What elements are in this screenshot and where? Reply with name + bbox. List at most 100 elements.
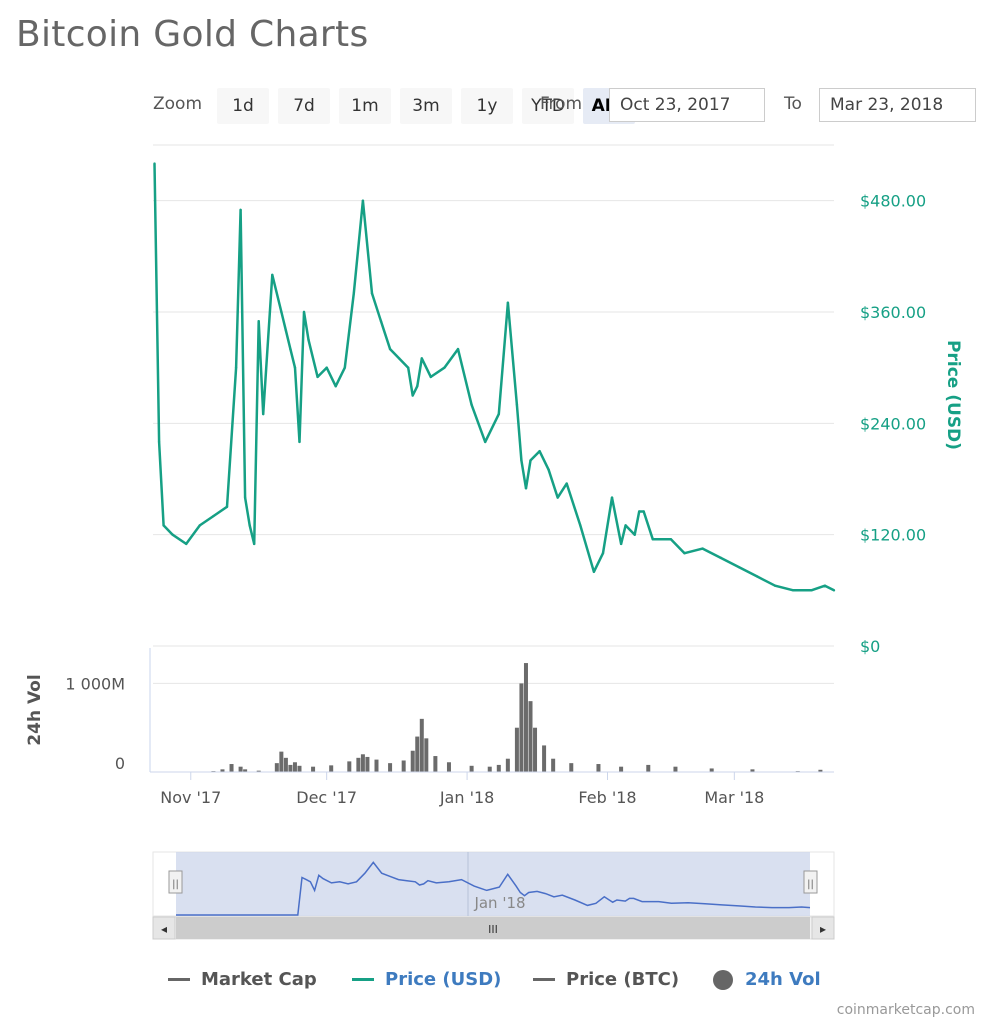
zoom-label: Zoom (153, 94, 203, 114)
price-point (406, 366, 410, 369)
volume-bar (365, 756, 370, 772)
scrollbar-thumb[interactable] (176, 917, 810, 939)
volume-bar (551, 758, 556, 772)
volume-bar (243, 769, 248, 772)
legend-line-icon (168, 978, 190, 981)
price-point (823, 584, 827, 587)
price-point (271, 273, 274, 277)
legend-label: 24h Vol (745, 969, 821, 990)
price-point (610, 496, 614, 499)
price-point (234, 366, 238, 369)
volume-bar (673, 766, 678, 772)
zoom-button-1y[interactable]: 1y (461, 88, 513, 124)
volume-bar (410, 750, 415, 772)
navigator-left-handle[interactable]: || (168, 870, 183, 894)
price-point (810, 589, 813, 592)
price-point (284, 329, 288, 332)
legend-dot-icon (713, 970, 733, 990)
zoom-button-ytd[interactable]: YTD (522, 88, 574, 124)
x-axis-ticks: Nov '17 Dec '17 Jan '18 Feb '18 Mar '18 (160, 772, 764, 807)
scroll-right-button[interactable] (811, 916, 835, 940)
zoom-button-7d[interactable]: 7d (278, 88, 330, 124)
volume-bar (419, 718, 424, 772)
price-point (470, 403, 473, 406)
volume-bar (374, 759, 379, 772)
scrollbar-grip: III (488, 923, 498, 936)
price-point (520, 459, 523, 462)
price-axis-title: Price (USD) (943, 340, 963, 450)
price-point (683, 552, 686, 555)
price-point (334, 385, 337, 388)
volume-bar (528, 701, 533, 772)
volume-bar (433, 756, 438, 772)
volume-bar (569, 763, 574, 772)
credit-link[interactable]: coinmarketcap.com (836, 1002, 975, 1018)
zoom-button-1d[interactable]: 1d (217, 88, 269, 124)
volume-axis-title: 24h Vol (25, 674, 45, 745)
volume-bar (311, 766, 316, 772)
price-point (257, 320, 260, 323)
price-point (633, 533, 636, 536)
scroll-left-arrow-icon: ◂ (161, 922, 167, 936)
price-usd-series-line (153, 163, 835, 592)
right-handle-grip: || (807, 879, 814, 890)
scroll-left-button[interactable] (152, 916, 176, 940)
price-point (243, 496, 247, 499)
volume-bar (279, 751, 284, 772)
volume-bar (709, 768, 714, 772)
price-point (832, 589, 836, 592)
price-point (429, 375, 433, 379)
zoom-button-3m[interactable]: 3m (400, 88, 452, 124)
price-point (397, 357, 401, 360)
volume-bar (523, 663, 528, 772)
volume-bar (533, 727, 538, 772)
price-volume-chart: $0 $120.00 $240.00 $360.00 $480.00 Price (US… (25, 144, 963, 940)
to-date-input[interactable] (819, 88, 976, 122)
volume-bar (256, 770, 261, 772)
price-point (538, 449, 541, 453)
volume-bar (596, 764, 601, 772)
price-point (456, 347, 460, 351)
volume-bar (229, 764, 234, 772)
volume-bar (356, 757, 361, 772)
from-date-input[interactable] (609, 88, 765, 122)
navigator-right-handle[interactable]: || (803, 870, 818, 894)
price-point (651, 538, 655, 541)
price-tick-label: $480.00 (860, 192, 926, 211)
price-point (601, 552, 605, 555)
price-point (289, 347, 292, 351)
volume-bar (469, 765, 474, 772)
price-point (157, 440, 161, 444)
navigator-selection[interactable] (176, 852, 810, 916)
price-point (529, 459, 532, 462)
volume-bar (297, 765, 302, 772)
price-point (198, 524, 202, 527)
price-point (619, 542, 623, 546)
volume-bar (292, 762, 297, 772)
price-point (592, 570, 596, 573)
price-point (248, 524, 251, 527)
volume-bar (360, 754, 365, 772)
price-point (524, 487, 528, 490)
price-point (556, 496, 559, 499)
price-point (307, 338, 310, 342)
price-point (624, 524, 627, 527)
price-point (669, 538, 673, 541)
price-point (239, 208, 242, 212)
zoom-button-1m[interactable]: 1m (339, 88, 391, 124)
price-point (755, 575, 759, 578)
price-point (171, 533, 174, 536)
navigator-series-line (176, 861, 811, 916)
price-point (443, 366, 446, 369)
price-point (352, 292, 356, 295)
price-point (162, 524, 165, 527)
from-label: From (540, 94, 583, 114)
price-point (293, 366, 297, 369)
price-point (515, 403, 519, 406)
navigator-scrollbar[interactable]: III ◂ ▸ (152, 916, 835, 940)
navigator[interactable]: Jan '18 || || (152, 851, 835, 917)
price-point (484, 440, 487, 444)
price-point (701, 547, 704, 550)
volume-bar (288, 764, 293, 772)
price-usd-points (153, 162, 836, 592)
